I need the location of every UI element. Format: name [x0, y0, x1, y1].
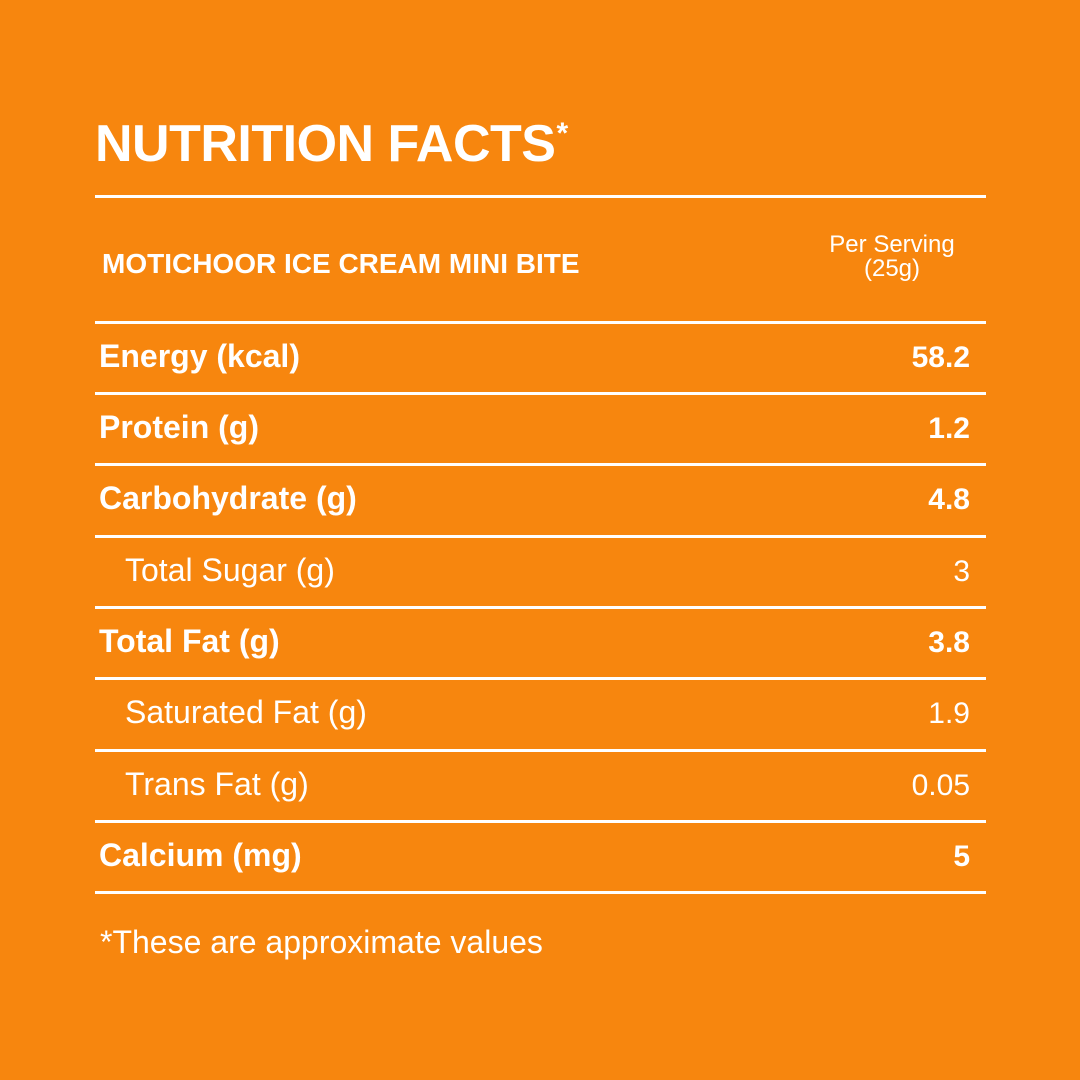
nutrient-row-energy: Energy (kcal) 58.2: [95, 324, 986, 392]
nutrient-label: Energy (kcal): [99, 338, 300, 374]
row-divider: [95, 749, 986, 752]
nutrient-value: 5: [953, 840, 970, 873]
nutrient-label: Carbohydrate (g): [99, 480, 357, 516]
nutrient-value: 1.2: [928, 412, 970, 445]
title-text: NUTRITION FACTS: [95, 115, 556, 173]
nutrient-label: Saturated Fat (g): [125, 694, 367, 730]
serving-label: Per Serving: [829, 231, 955, 258]
row-divider: [95, 677, 986, 680]
product-name: MOTICHOOR ICE CREAM MINI BITE: [102, 248, 580, 279]
nutrient-label: Trans Fat (g): [125, 766, 309, 802]
row-divider: [95, 392, 986, 395]
row-divider: [95, 535, 986, 538]
page-title: NUTRITION FACTS*: [95, 112, 568, 176]
nutrient-row-trans-fat: Trans Fat (g) 0.05: [95, 752, 986, 820]
nutrient-value: 4.8: [928, 483, 970, 516]
row-divider: [95, 820, 986, 823]
nutrient-label: Total Fat (g): [99, 623, 280, 659]
row-divider: [95, 463, 986, 466]
title-asterisk: *: [556, 117, 568, 150]
nutrient-value: 0.05: [911, 769, 970, 802]
title-divider: [95, 195, 986, 198]
nutrient-value: 1.9: [928, 697, 970, 730]
nutrient-row-total-sugar: Total Sugar (g) 3: [95, 538, 986, 606]
nutrient-row-saturated-fat: Saturated Fat (g) 1.9: [95, 680, 986, 748]
nutrient-label: Protein (g): [99, 409, 259, 445]
row-divider: [95, 606, 986, 609]
nutrient-row-protein: Protein (g) 1.2: [95, 395, 986, 463]
serving-header: Per Serving (25g): [797, 233, 987, 281]
nutrient-row-carbohydrate: Carbohydrate (g) 4.8: [95, 466, 986, 534]
nutrient-label: Calcium (mg): [99, 837, 302, 873]
nutrient-value: 58.2: [911, 341, 970, 374]
footnote: *These are approximate values: [100, 924, 543, 960]
nutrient-value: 3.8: [928, 626, 970, 659]
nutrient-label: Total Sugar (g): [125, 552, 335, 588]
table-bottom-divider: [95, 891, 986, 894]
header-divider: [95, 321, 986, 324]
serving-size: (25g): [863, 255, 921, 282]
nutrient-row-calcium: Calcium (mg) 5: [95, 823, 986, 891]
nutrient-value: 3: [953, 555, 970, 588]
nutrient-row-total-fat: Total Fat (g) 3.8: [95, 609, 986, 677]
